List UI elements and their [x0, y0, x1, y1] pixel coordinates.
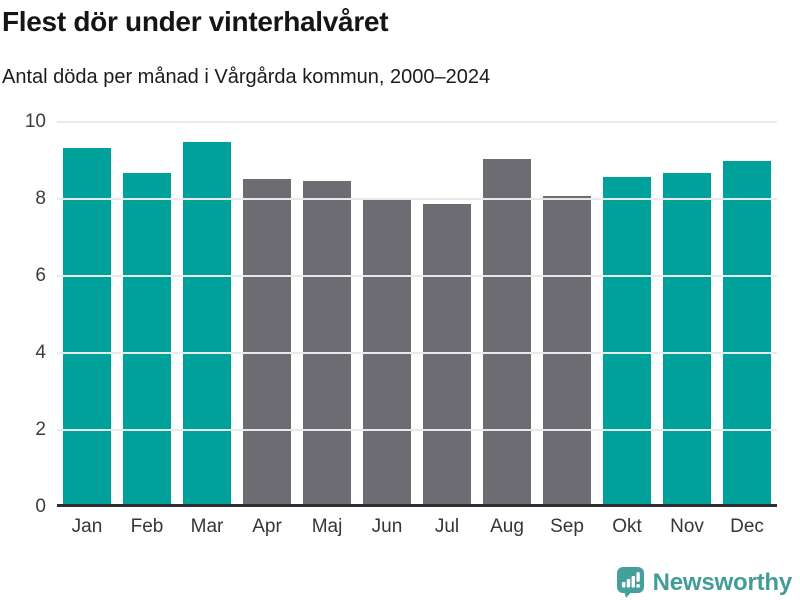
gridline-2 [57, 429, 777, 431]
x-axis-label-jan: Jan [71, 516, 103, 537]
bar-slot-okt [597, 122, 657, 504]
chart-subtitle: Antal döda per månad i Vårgårda kommun, … [2, 66, 491, 88]
x-axis-label-jun: Jun [371, 516, 403, 537]
bar-dec [723, 161, 771, 504]
y-axis-label-10: 10 [24, 111, 46, 132]
gridline-6 [57, 275, 777, 277]
bar-slot-jan [57, 122, 117, 504]
bar-nov [663, 172, 711, 504]
y-axis-label-6: 6 [35, 265, 46, 286]
x-axis-label-apr: Apr [252, 516, 282, 537]
bar-sep [543, 196, 591, 504]
newsworthy-logo: Newsworthy [616, 567, 793, 598]
y-axis-label-4: 4 [35, 342, 46, 363]
bar-maj [303, 180, 351, 504]
bar-slot-sep [537, 122, 597, 504]
gridline-8 [57, 198, 777, 200]
x-axis-label-mar: Mar [190, 516, 224, 537]
bar-aug [483, 159, 531, 504]
y-axis-label-0: 0 [35, 496, 46, 517]
bars-row [57, 122, 777, 504]
x-axis-label-nov: Nov [670, 516, 704, 537]
newsworthy-logo-text: Newsworthy [652, 568, 793, 596]
y-axis-label-2: 2 [35, 419, 46, 440]
x-axis-label-feb: Feb [130, 516, 164, 537]
x-axis-label-aug: Aug [490, 516, 524, 537]
x-axis-labels: Jan Feb Mar Apr Maj Jun Jul Aug Sep Okt Nov Dec [57, 516, 777, 538]
bar-slot-maj [297, 122, 357, 504]
chart-title: Flest dör under vinterhalvåret [2, 6, 389, 37]
bar-slot-apr [237, 122, 297, 504]
bar-slot-feb [117, 122, 177, 504]
y-axis-label-8: 8 [35, 188, 46, 209]
bar-slot-aug [477, 122, 537, 504]
x-axis-label-dec: Dec [730, 516, 764, 537]
bar-apr [243, 178, 291, 504]
x-axis-label-maj: Maj [311, 516, 343, 537]
bar-slot-dec [717, 122, 777, 504]
gridline-10 [57, 121, 777, 123]
bar-jun [363, 197, 411, 504]
bar-slot-jun [357, 122, 417, 504]
gridline-4 [57, 352, 777, 354]
x-axis-label-jul: Jul [434, 516, 460, 537]
bar-slot-nov [657, 122, 717, 504]
x-axis-label-sep: Sep [550, 516, 584, 537]
bar-slot-mar [177, 122, 237, 504]
bar-slot-jul [417, 122, 477, 504]
bar-mar [183, 142, 231, 504]
newsworthy-logo-icon [616, 567, 644, 598]
x-axis-label-okt: Okt [612, 516, 642, 537]
bar-okt [603, 176, 651, 504]
bar-jan [63, 147, 111, 504]
plot-area [57, 121, 777, 507]
bar-feb [123, 172, 171, 504]
